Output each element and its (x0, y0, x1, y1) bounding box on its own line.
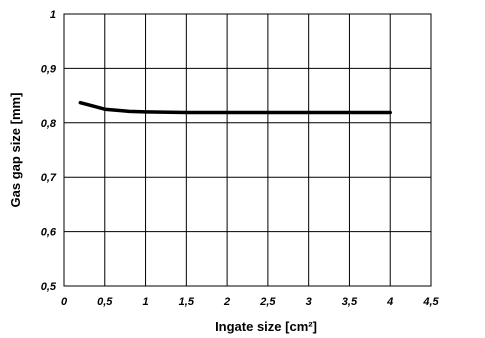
plot-area-frame (63, 13, 432, 287)
x-tick-label: 3,5 (342, 296, 358, 308)
x-tick-label: 0,5 (97, 296, 113, 308)
x-tick-label: 4,5 (422, 296, 439, 308)
y-tick-label: 1 (50, 9, 56, 21)
y-tick-label: 0,8 (41, 118, 57, 130)
y-tick-labels: 0,5 0,6 0,7 0,8 0,9 1 (41, 9, 57, 293)
x-tick-label: 2,5 (259, 296, 276, 308)
x-tick-label: 1 (142, 296, 148, 308)
y-axis-title: Gas gap size [mm] (8, 93, 23, 208)
x-axis-title: Ingate size [cm²] (215, 319, 317, 334)
series-lines (78, 100, 392, 115)
x-tick-label: 3 (306, 296, 312, 308)
x-tick-labels: 0 0,5 1 1,5 2 2,5 3 3,5 4 4,5 (61, 296, 440, 308)
x-tick-label: 0 (61, 296, 68, 308)
x-tick-label: 2 (223, 296, 230, 308)
y-tick-label: 0,9 (41, 63, 57, 75)
grid-lines (63, 13, 432, 287)
y-tick-label: 0,5 (41, 281, 57, 293)
x-tick-label: 4 (386, 296, 393, 308)
series-line-0 (78, 100, 392, 115)
y-tick-label: 0,6 (41, 227, 57, 239)
y-tick-label: 0,7 (41, 172, 57, 184)
x-tick-label: 1,5 (179, 296, 195, 308)
